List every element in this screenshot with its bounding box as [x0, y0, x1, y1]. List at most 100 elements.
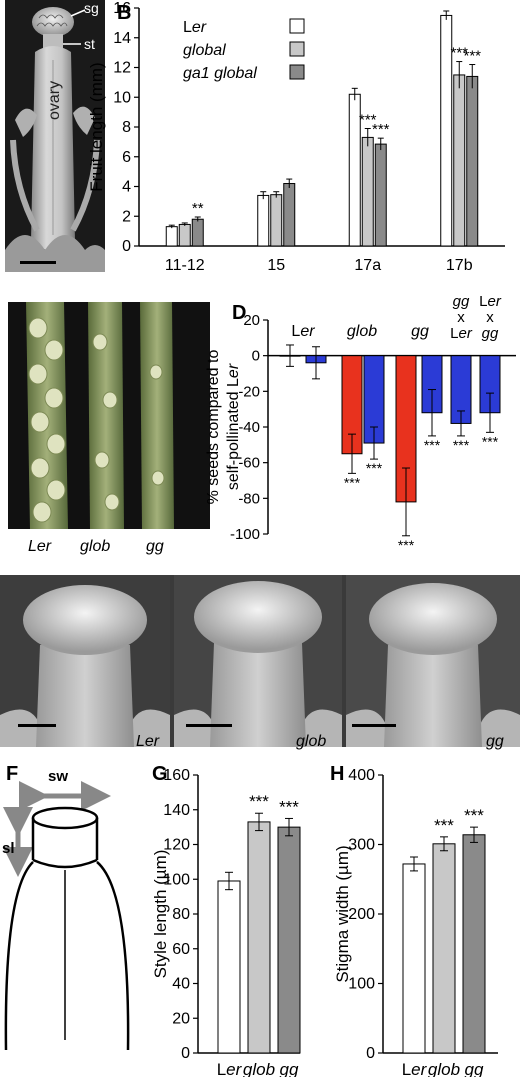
panel-letter-f: F	[6, 763, 19, 785]
y-tick-label: 12	[113, 60, 131, 77]
significance-label: ***	[359, 111, 377, 128]
x-tick-label: 15	[267, 257, 285, 274]
legend-swatch	[289, 18, 305, 34]
caption-e-glob: glob	[296, 733, 327, 750]
y-tick-label: 8	[122, 119, 131, 136]
significance-label: ***	[450, 45, 468, 62]
stigma-sem-strip	[0, 575, 520, 747]
y-tick-label: 120	[163, 837, 190, 854]
x-tick-label: Ler	[217, 1060, 243, 1077]
panel-letter-d: D	[232, 302, 247, 324]
significance-label: ***	[279, 797, 299, 816]
caption-c-glob: glob	[80, 538, 111, 555]
y-tick-label: 2	[122, 208, 131, 225]
legend-label: Ler	[183, 19, 207, 36]
y-tick-label: 20	[172, 1010, 190, 1027]
x-tick-label: 17a	[354, 257, 381, 274]
y-tick-label: 0	[366, 1045, 375, 1062]
panel-letter-b: B	[117, 2, 132, 24]
legend-swatch	[289, 64, 305, 80]
y-tick-label: 0	[181, 1045, 190, 1062]
y-tick-label: 200	[348, 906, 375, 923]
y-tick-label: 0	[122, 238, 131, 255]
y-tick-label: 100	[348, 976, 375, 993]
bar	[432, 843, 456, 1054]
group-label-gg: gg	[411, 323, 429, 340]
caption-c-ler: Ler	[28, 538, 52, 555]
y-tick-label: -80	[238, 490, 260, 507]
significance-label: **	[192, 200, 204, 217]
panel-letter-h: H	[330, 763, 345, 785]
chart-d: 20 0 -20 -40 -60 -80 -100 % seeds compared to se…	[205, 293, 516, 553]
legend-label: ga1 global	[183, 65, 257, 82]
y-tick-label: 16	[113, 0, 131, 17]
y-tick-label: 140	[163, 802, 190, 819]
pistil-sem-image	[5, 0, 105, 272]
y-axis-label: Fruit length (mm)	[87, 62, 106, 191]
y-tick-label: 80	[172, 906, 190, 923]
group-label-lerxgg-2: x	[486, 309, 494, 326]
y-tick-label: -40	[238, 419, 260, 436]
significance-label: ***	[398, 537, 415, 553]
significance-label: ***	[372, 121, 390, 138]
group-label-ggxler-3: Ler	[450, 325, 473, 342]
group-label-glob: glob	[347, 323, 377, 340]
y-axis-label: Style length (µm)	[151, 850, 170, 979]
y-tick-label: 20	[243, 312, 260, 329]
significance-label: ***	[482, 433, 499, 449]
group-label-ggxler-2: x	[457, 309, 465, 326]
sl-label: sl	[2, 840, 15, 857]
x-tick-label: 11-12	[165, 257, 205, 274]
significance-label: ***	[366, 460, 383, 476]
bar	[402, 863, 426, 1054]
caption-e-ler: Ler	[136, 733, 160, 750]
y-tick-label: 300	[348, 837, 375, 854]
y-tick-label: 400	[348, 767, 375, 784]
style-label: st	[84, 36, 95, 52]
x-tick-label: gg	[465, 1060, 484, 1077]
y-axis-label-line2: self-pollinated Ler	[225, 363, 242, 490]
caption-e-gg: gg	[486, 733, 504, 750]
y-tick-label: 10	[113, 89, 131, 106]
group-label-lerxgg-1: Ler	[479, 293, 502, 310]
y-tick-label: 160	[163, 767, 190, 784]
bar	[462, 834, 486, 1054]
significance-label: ***	[463, 48, 481, 65]
y-axis-label-line1: % seeds compared to	[205, 350, 222, 505]
y-tick-label: -20	[238, 383, 260, 400]
x-tick-label: gg	[280, 1060, 299, 1077]
group-label-ler: Ler	[291, 323, 315, 340]
y-tick-label: 100	[163, 871, 190, 888]
y-tick-label: 60	[172, 941, 190, 958]
caption-c-gg: gg	[146, 538, 164, 555]
x-tick-label: glob	[428, 1060, 460, 1077]
y-tick-label: 14	[113, 30, 131, 47]
y-tick-label: 0	[252, 348, 260, 365]
legend-swatch	[289, 41, 305, 57]
sw-label: sw	[48, 768, 69, 785]
y-tick-label: -100	[230, 526, 260, 543]
y-tick-label: 6	[122, 149, 131, 166]
panel-letter-g: G	[152, 763, 168, 785]
stigma-label: sg	[84, 0, 99, 16]
group-label-lerxgg-3: gg	[482, 325, 499, 342]
x-tick-label: 17b	[446, 257, 473, 274]
silique-seed-photo	[8, 302, 210, 529]
significance-label: ***	[453, 437, 470, 453]
pistil-schematic	[3, 781, 130, 1051]
significance-label: ***	[464, 806, 484, 825]
group-label-ggxler-1: gg	[453, 293, 470, 310]
y-axis-label: Stigma width (µm)	[333, 845, 352, 982]
y-tick-label: -60	[238, 455, 260, 472]
y-tick-label: 4	[122, 179, 131, 196]
significance-label: ***	[434, 816, 454, 835]
x-tick-label: Ler	[402, 1060, 428, 1077]
significance-label: ***	[424, 437, 441, 453]
x-tick-label: glob	[243, 1060, 275, 1077]
chart-b: 0 2 4 6 8 10 12 14 16 Fruit length (mm) 11-12 ** 15 1…	[87, 0, 505, 274]
significance-label: ***	[344, 474, 361, 490]
y-tick-label: 40	[172, 976, 190, 993]
significance-label: ***	[249, 792, 269, 811]
